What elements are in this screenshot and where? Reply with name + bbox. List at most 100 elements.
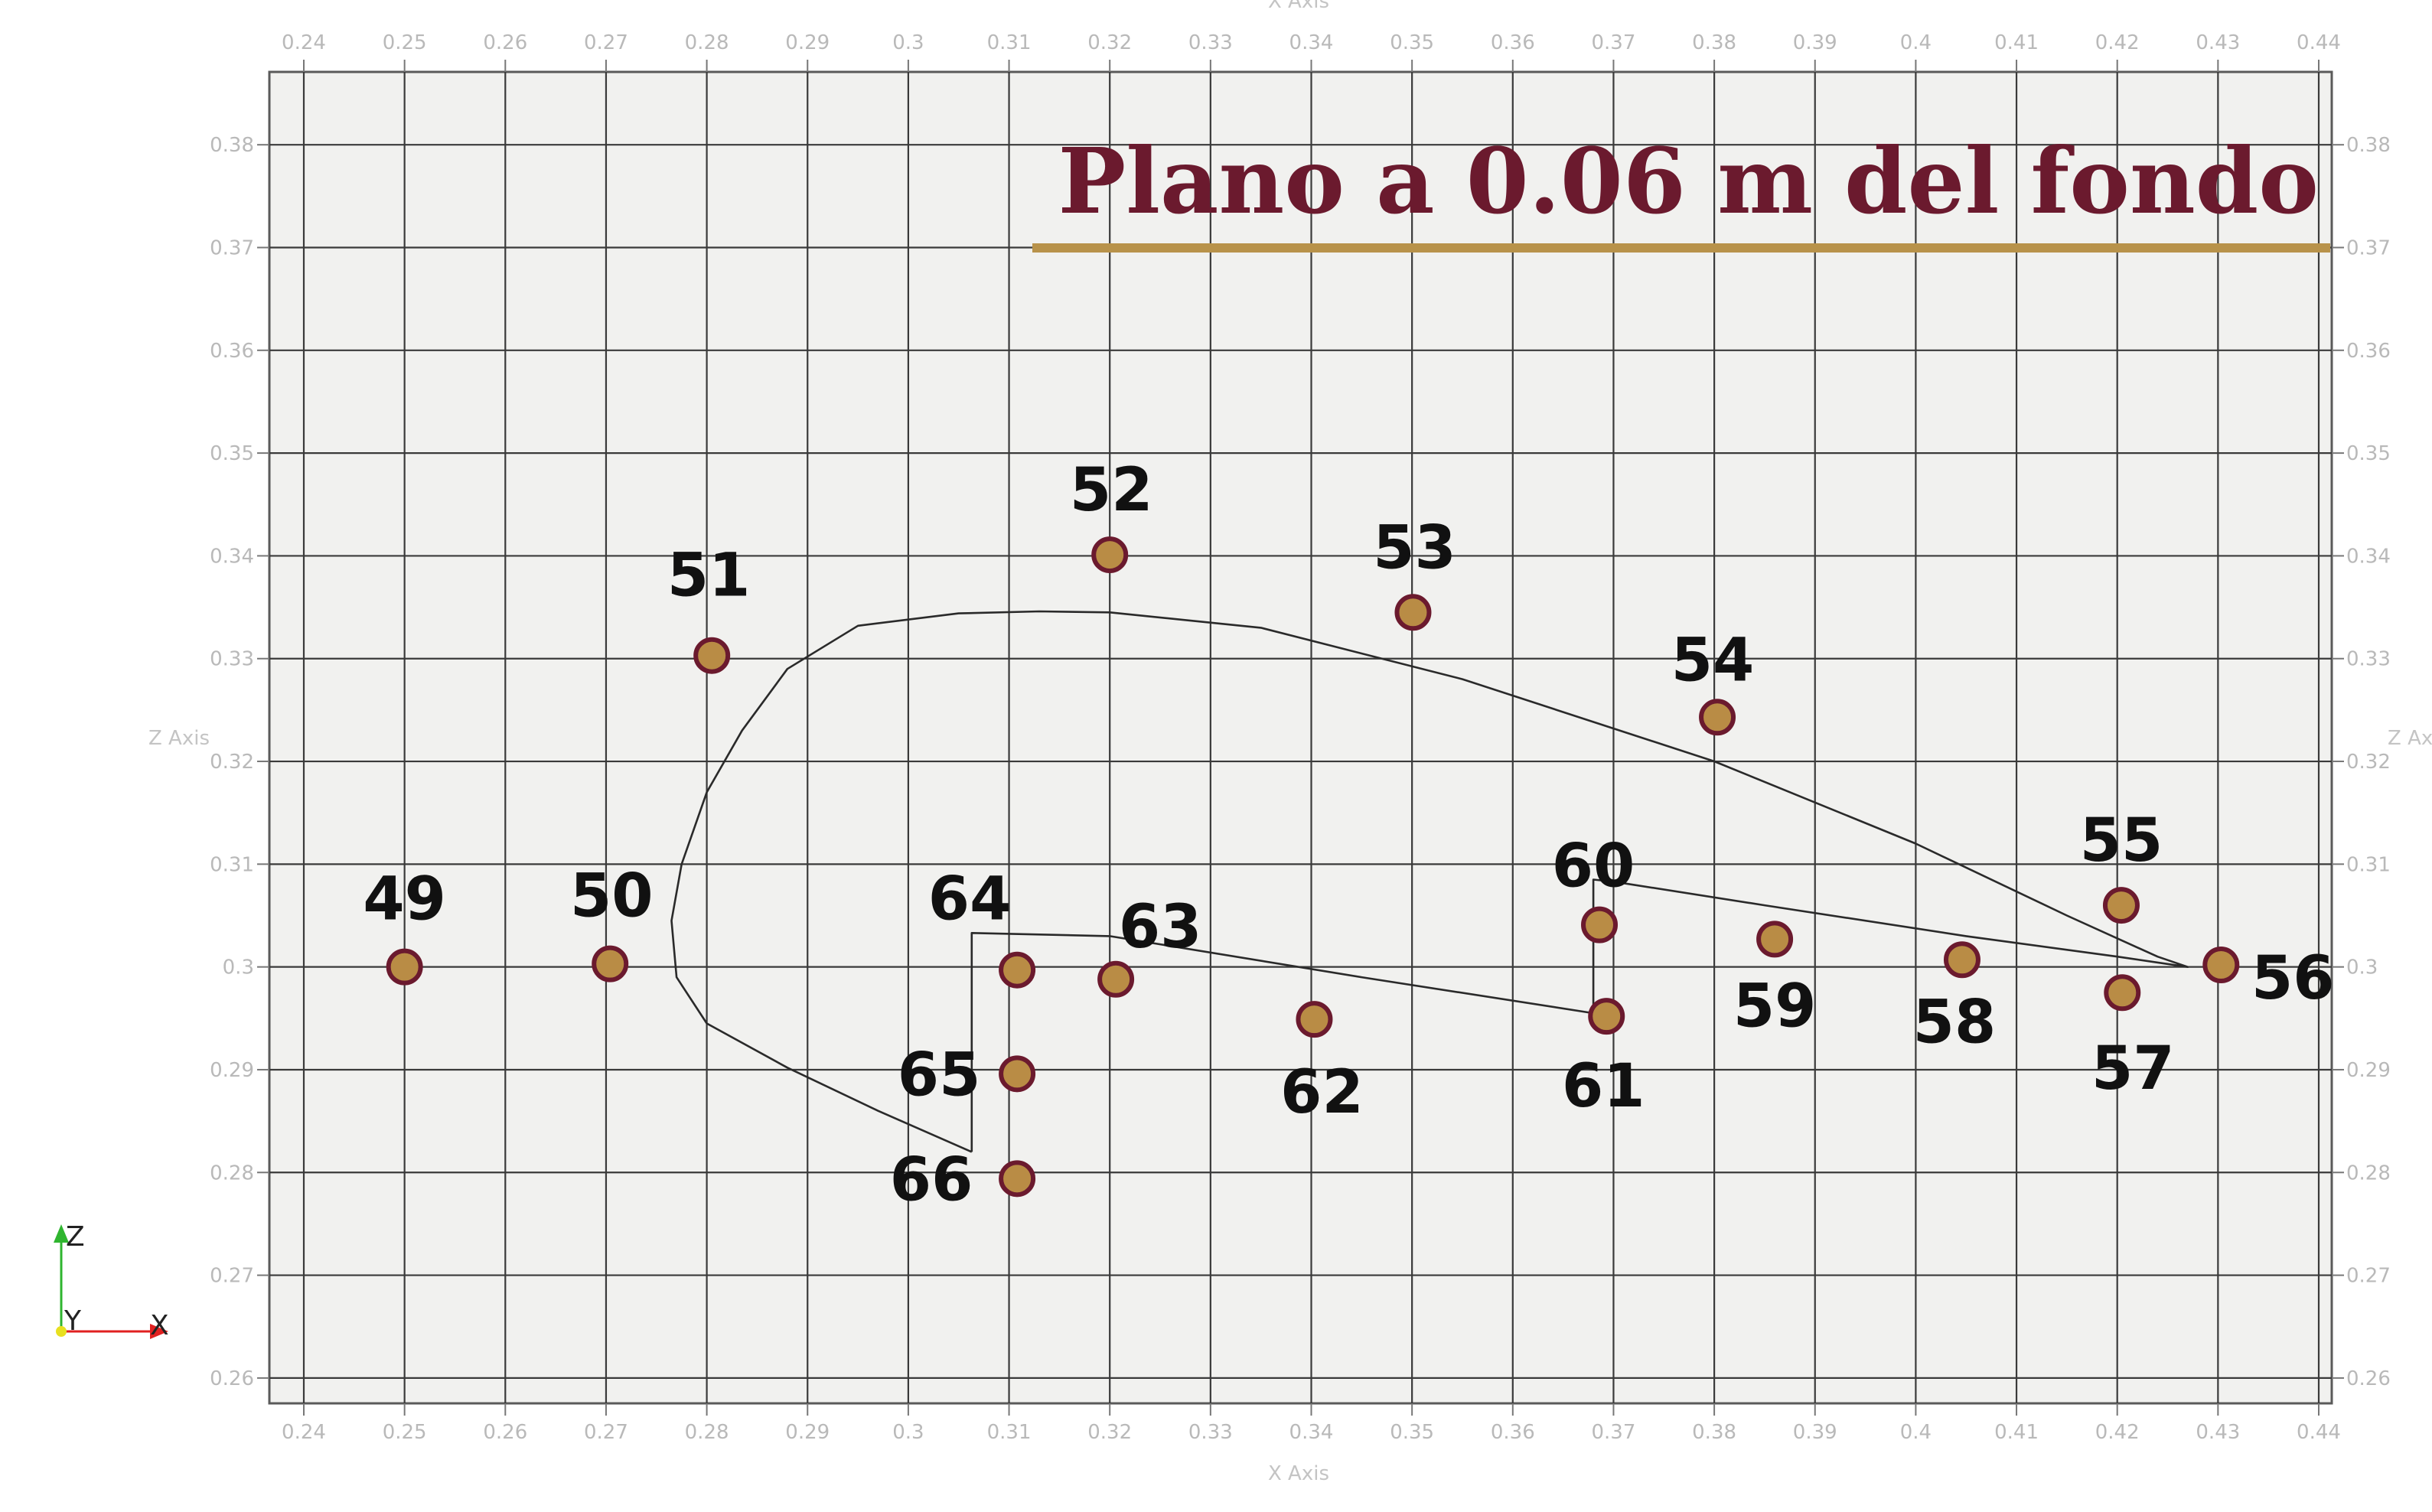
tick-label-z-right: 0.28 (2346, 1162, 2391, 1185)
probe-label-54: 54 (1671, 626, 1755, 695)
probe-point-50 (592, 945, 629, 982)
tick-label-x-top: 0.34 (1289, 31, 1334, 54)
tick-label-x-top: 0.33 (1188, 31, 1233, 54)
tick-label-z-left: 0.33 (210, 648, 254, 671)
tick-label-x-bottom: 0.34 (1289, 1421, 1334, 1444)
axis-ticks: 0.24 0.24 0.25 0.25 0.26 0.26 0.27 0.27 0.28 0.28… (210, 31, 2391, 1444)
tick-label-x-top: 0.26 (483, 31, 527, 54)
probe-point-60 (1581, 906, 1619, 943)
tick-label-x-bottom: 0.37 (1592, 1421, 1636, 1444)
tick-label-x-top: 0.38 (1692, 31, 1736, 54)
x-axis-title-bottom: X Axis (1268, 1462, 1329, 1485)
probe-label-61: 61 (1562, 1052, 1645, 1121)
tick-label-z-left: 0.36 (210, 340, 254, 363)
tick-label-x-bottom: 0.26 (483, 1421, 527, 1444)
probe-point-59 (1756, 921, 1794, 958)
tick-label-x-top: 0.35 (1390, 31, 1434, 54)
profile-outline (670, 610, 2189, 1153)
triad-z-label: Z (66, 1221, 85, 1253)
probe-point-49 (386, 948, 423, 986)
probe-point-63 (1097, 960, 1135, 998)
probe-label-60: 60 (1552, 833, 1635, 901)
probe-label-64: 64 (928, 865, 1012, 934)
tick-label-x-top: 0.29 (785, 31, 830, 54)
tick-label-z-right: 0.36 (2346, 340, 2391, 363)
tick-label-x-top: 0.44 (2297, 31, 2341, 54)
probe-label-55: 55 (2080, 807, 2163, 875)
probe-label-51: 51 (667, 542, 751, 611)
profile-outline-path (670, 610, 2189, 1153)
probe-point-53 (1394, 594, 1432, 631)
probe-label-59: 59 (1733, 972, 1817, 1041)
tick-label-x-top: 0.39 (1793, 31, 1837, 54)
tick-label-z-left: 0.38 (210, 134, 254, 157)
z-axis-title-right: Z Axis (2388, 727, 2432, 750)
tick-label-x-top: 0.4 (1900, 31, 1932, 54)
triad-x-label: X (150, 1310, 169, 1341)
tick-label-x-bottom: 0.33 (1188, 1421, 1233, 1444)
tick-label-z-right: 0.29 (2346, 1059, 2391, 1082)
tick-label-x-bottom: 0.31 (987, 1421, 1032, 1444)
probe-point-62 (1296, 1001, 1333, 1038)
probe-point-51 (693, 637, 731, 674)
probe-point-61 (1588, 998, 1625, 1035)
tick-label-z-right: 0.26 (2346, 1367, 2391, 1390)
triad-y-label: Y (64, 1305, 82, 1337)
probe-label-56: 56 (2251, 944, 2335, 1013)
tick-label-x-bottom: 0.35 (1390, 1421, 1434, 1444)
orientation-triad: Z Y X (54, 1221, 169, 1341)
tick-label-z-left: 0.34 (210, 545, 254, 568)
probe-label-66: 66 (890, 1145, 973, 1214)
probe-point-57 (2104, 974, 2141, 1012)
triad-origin (56, 1326, 67, 1337)
tick-label-x-top: 0.3 (892, 31, 924, 54)
tick-label-x-top: 0.28 (685, 31, 729, 54)
tick-label-x-bottom: 0.41 (1994, 1421, 2039, 1444)
probe-point-56 (2202, 946, 2240, 983)
tick-label-z-left: 0.35 (210, 442, 254, 465)
chart-title: Plano a 0.06 m del fondo (1058, 128, 2319, 234)
tick-label-x-bottom: 0.27 (584, 1421, 628, 1444)
tick-label-z-left: 0.32 (210, 751, 254, 774)
tick-label-z-left: 0.27 (210, 1265, 254, 1288)
tick-label-x-bottom: 0.38 (1692, 1421, 1736, 1444)
tick-label-z-right: 0.31 (2346, 853, 2391, 876)
probe-label-58: 58 (1913, 988, 1997, 1057)
plot-frame (268, 70, 2333, 1405)
probe-label-53: 53 (1373, 513, 1456, 582)
tick-label-z-right: 0.27 (2346, 1265, 2391, 1288)
probe-point-55 (2102, 887, 2140, 924)
tick-label-z-left: 0.29 (210, 1059, 254, 1082)
tick-label-x-top: 0.37 (1592, 31, 1636, 54)
tick-label-x-bottom: 0.32 (1087, 1421, 1132, 1444)
tick-label-x-top: 0.27 (584, 31, 628, 54)
probe-label-65: 65 (898, 1041, 981, 1110)
probe-labels: 49 50 51 52 53 54 55 56 57 58 59 60 61 62 63 64 65 66 (363, 456, 2334, 1214)
probe-label-50: 50 (570, 862, 654, 931)
probe-point-65 (999, 1055, 1036, 1093)
triad-x-arrow (150, 1324, 168, 1339)
title-underline (1032, 243, 2330, 253)
tick-label-x-bottom: 0.39 (1793, 1421, 1837, 1444)
tick-label-x-bottom: 0.43 (2196, 1421, 2240, 1444)
tick-label-x-bottom: 0.29 (785, 1421, 830, 1444)
x-axis-title-top: X Axis (1268, 0, 1329, 13)
tick-label-z-left: 0.26 (210, 1367, 254, 1390)
tick-label-x-top: 0.31 (987, 31, 1032, 54)
probe-label-52: 52 (1070, 456, 1153, 525)
probe-point-54 (1699, 699, 1736, 736)
tick-label-x-top: 0.25 (383, 31, 427, 54)
tick-label-x-top: 0.41 (1994, 31, 2039, 54)
tick-label-z-right: 0.33 (2346, 648, 2391, 671)
tick-label-z-left: 0.37 (210, 237, 254, 260)
probe-point-58 (1943, 941, 1980, 979)
tick-label-x-bottom: 0.44 (2297, 1421, 2341, 1444)
tick-label-z-left: 0.31 (210, 853, 254, 876)
probe-label-49: 49 (363, 865, 446, 934)
tick-label-x-top: 0.36 (1491, 31, 1535, 54)
triad-z-arrow (54, 1224, 69, 1243)
probe-label-63: 63 (1119, 893, 1202, 962)
probe-point-52 (1091, 536, 1129, 574)
tick-label-z-right: 0.35 (2346, 442, 2391, 465)
tick-label-x-bottom: 0.36 (1491, 1421, 1535, 1444)
